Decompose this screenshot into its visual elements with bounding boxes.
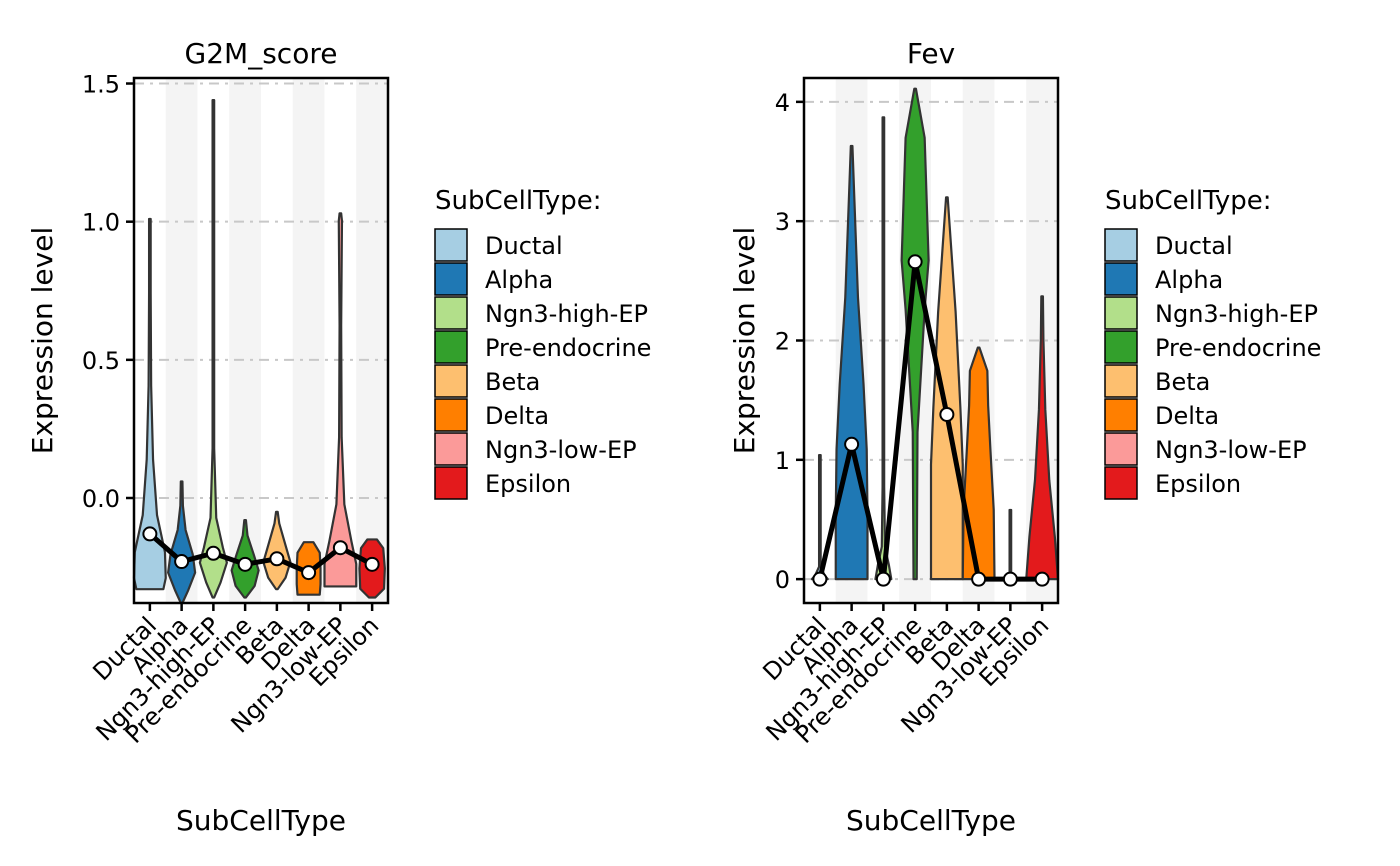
median-point-delta [301, 565, 317, 581]
legend-label-ductal: Ductal [485, 232, 563, 260]
plot-border [132, 76, 390, 605]
legend-swatch-ngn3-low-ep [434, 432, 468, 466]
y-tick-label: 0.5 [82, 347, 120, 375]
violin-epsilon [1025, 295, 1060, 581]
y-tick-label: 3 [775, 208, 790, 236]
legend-label-ngn3-high-ep: Ngn3-high-EP [485, 300, 648, 328]
legend-swatch-pre-endocrine [1104, 330, 1138, 364]
chart-title: G2M_score [185, 37, 338, 70]
legend-label-epsilon: Epsilon [485, 470, 571, 498]
legend-label-ngn3-low-ep: Ngn3-low-EP [1155, 436, 1307, 464]
legend-swatch-ductal [434, 228, 468, 262]
background-band [292, 78, 325, 603]
legend-swatch-epsilon [434, 466, 468, 500]
legend-swatch-delta [434, 398, 468, 432]
legend-label-beta: Beta [485, 368, 540, 396]
violin-beta [262, 510, 292, 591]
legend-swatch-ngn3-low-ep [1104, 432, 1138, 466]
legend-swatch-epsilon [1104, 466, 1138, 500]
median-point-pre-endocrine [237, 556, 253, 572]
y-tick-label: 1.0 [82, 209, 120, 237]
median-point-pre-endocrine [907, 254, 923, 270]
median-point-delta [971, 571, 987, 587]
violin-ngn3-low-ep [323, 212, 358, 588]
y-tick-label: 1.5 [82, 71, 120, 99]
legend-label-pre-endocrine: Pre-endocrine [485, 334, 651, 362]
violin-ngn3-low-ep [1008, 508, 1013, 581]
legend-swatch-pre-endocrine [434, 330, 468, 364]
x-axis-title: SubCellType [176, 804, 346, 837]
median-point-ngn3-low-ep [1002, 571, 1018, 587]
legend-label-epsilon: Epsilon [1155, 470, 1241, 498]
legend-label-ngn3-high-ep: Ngn3-high-EP [1155, 300, 1318, 328]
y-tick-label: 1 [775, 447, 790, 475]
median-point-ductal [142, 526, 158, 542]
legend-swatch-delta [1104, 398, 1138, 432]
legend-label-ductal: Ductal [1155, 232, 1233, 260]
median-point-alpha [174, 554, 190, 570]
median-point-ductal [812, 571, 828, 587]
median-point-epsilon [364, 556, 380, 572]
y-axis-title: Expression level [26, 227, 59, 454]
legend-label-pre-endocrine: Pre-endocrine [1155, 334, 1321, 362]
panel-fev: 0 1 2 3 4 Ductal Alpha Ngn3-high-EP Pre-endocrin… [728, 37, 1321, 837]
legend-label-ngn3-low-ep: Ngn3-low-EP [485, 436, 637, 464]
median-point-beta [939, 406, 955, 422]
y-tick-label: 0.0 [82, 485, 120, 513]
median-point-ngn3-low-ep [332, 540, 348, 556]
chart-title: Fev [907, 37, 955, 70]
legend-swatch-ngn3-high-ep [434, 296, 468, 330]
x-axis-title: SubCellType [846, 804, 1016, 837]
violin-beta [929, 196, 964, 581]
median-point-ngn3-high-ep [205, 545, 221, 561]
legend-swatch-beta [434, 364, 468, 398]
background-band [356, 78, 388, 603]
legend-swatch-ductal [1104, 228, 1138, 262]
y-tick-label: 4 [775, 89, 790, 117]
legend-swatch-beta [1104, 364, 1138, 398]
legend-title: SubCellType: [1105, 186, 1272, 216]
legend-label-alpha: Alpha [485, 266, 553, 294]
background-band [229, 78, 261, 603]
median-point-beta [269, 551, 285, 567]
legend-swatch-alpha [434, 262, 468, 296]
legend-label-delta: Delta [485, 402, 549, 430]
y-axis-title: Expression level [728, 227, 761, 454]
legend-label-alpha: Alpha [1155, 266, 1223, 294]
legend-title: SubCellType: [435, 186, 602, 216]
y-tick-label: 0 [775, 566, 790, 594]
y-tick-label: 2 [775, 328, 790, 356]
panel-g2m-score: 0.0 0.5 1.0 1.5 Ductal Alpha Ngn3-high-EP Pre-e… [26, 37, 651, 837]
legend-label-beta: Beta [1155, 368, 1210, 396]
median-point-epsilon [1034, 571, 1050, 587]
legend-swatch-alpha [1104, 262, 1138, 296]
legend-swatch-ngn3-high-ep [1104, 296, 1138, 330]
median-point-ngn3-high-ep [875, 571, 891, 587]
violin-delta [961, 346, 996, 581]
median-point-alpha [844, 436, 860, 452]
legend: SubCellType: Ductal Alpha Ngn3-high-EP Pre-e… [1104, 186, 1321, 500]
violin-ngn3-high-ep [198, 99, 228, 599]
legend: SubCellType: Ductal Alpha Ngn3-high-EP Pre-e… [434, 186, 651, 500]
legend-label-delta: Delta [1155, 402, 1219, 430]
violin-alpha [167, 480, 197, 605]
